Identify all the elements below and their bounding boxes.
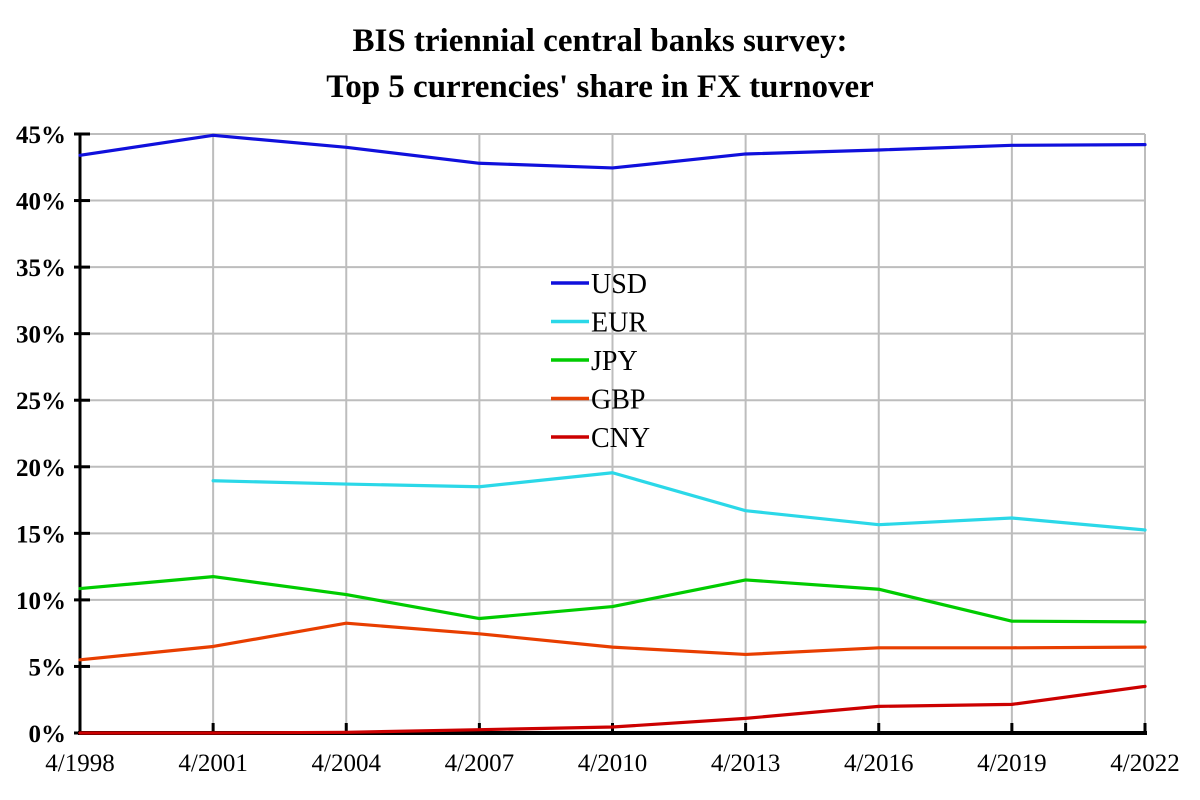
y-tick-label: 40% xyxy=(16,189,66,216)
y-tick-label: 30% xyxy=(16,322,66,349)
x-tick-label: 4/2010 xyxy=(578,750,647,777)
y-tick-label: 0% xyxy=(29,721,67,748)
chart-title-line1: BIS triennial central banks survey: xyxy=(352,23,848,59)
legend-label-cny: CNY xyxy=(591,423,650,454)
series-line-usd xyxy=(78,133,1147,170)
data-series xyxy=(78,133,1147,735)
y-tick-label: 25% xyxy=(16,388,66,415)
x-tick-label: 4/1998 xyxy=(45,750,114,777)
series-line-jpy xyxy=(78,574,1147,624)
gridlines xyxy=(80,133,1146,733)
y-tick-label: 35% xyxy=(16,255,66,282)
y-tick-label: 45% xyxy=(16,122,66,149)
y-tick-label: 20% xyxy=(16,455,66,482)
y-tick-label: 10% xyxy=(16,588,66,615)
series-line-eur xyxy=(211,471,1147,532)
x-tick-label: 4/2004 xyxy=(312,750,382,777)
legend-label-usd: USD xyxy=(591,269,647,300)
legend-label-eur: EUR xyxy=(591,308,647,339)
series-line-cny xyxy=(78,684,1147,735)
y-axis-labels: 0% 5% 10% 15% 20% 25% 30% 35% 40% 45% xyxy=(16,122,66,748)
legend: USD EUR JPY GBP CNY xyxy=(551,269,650,454)
x-axis-labels: 4/1998 4/2001 4/2004 4/2007 4/2010 4/2013 4/20… xyxy=(45,750,1179,777)
y-tick-label: 5% xyxy=(29,654,67,681)
chart-title: BIS triennial central banks survey: Top … xyxy=(0,18,1200,110)
y-tick-label: 15% xyxy=(16,521,66,548)
x-tick-label: 4/2016 xyxy=(844,750,913,777)
legend-label-jpy: JPY xyxy=(591,346,638,377)
legend-label-gbp: GBP xyxy=(591,385,645,416)
x-tick-label: 4/2001 xyxy=(178,750,247,777)
x-tick-label: 4/2022 xyxy=(1110,750,1179,777)
chart-title-line2: Top 5 currencies' share in FX turnover xyxy=(326,69,874,105)
x-tick-label: 4/2007 xyxy=(445,750,514,777)
series-line-gbp xyxy=(78,621,1147,662)
x-tick-label: 4/2019 xyxy=(977,750,1046,777)
x-tick-label: 4/2013 xyxy=(711,750,780,777)
